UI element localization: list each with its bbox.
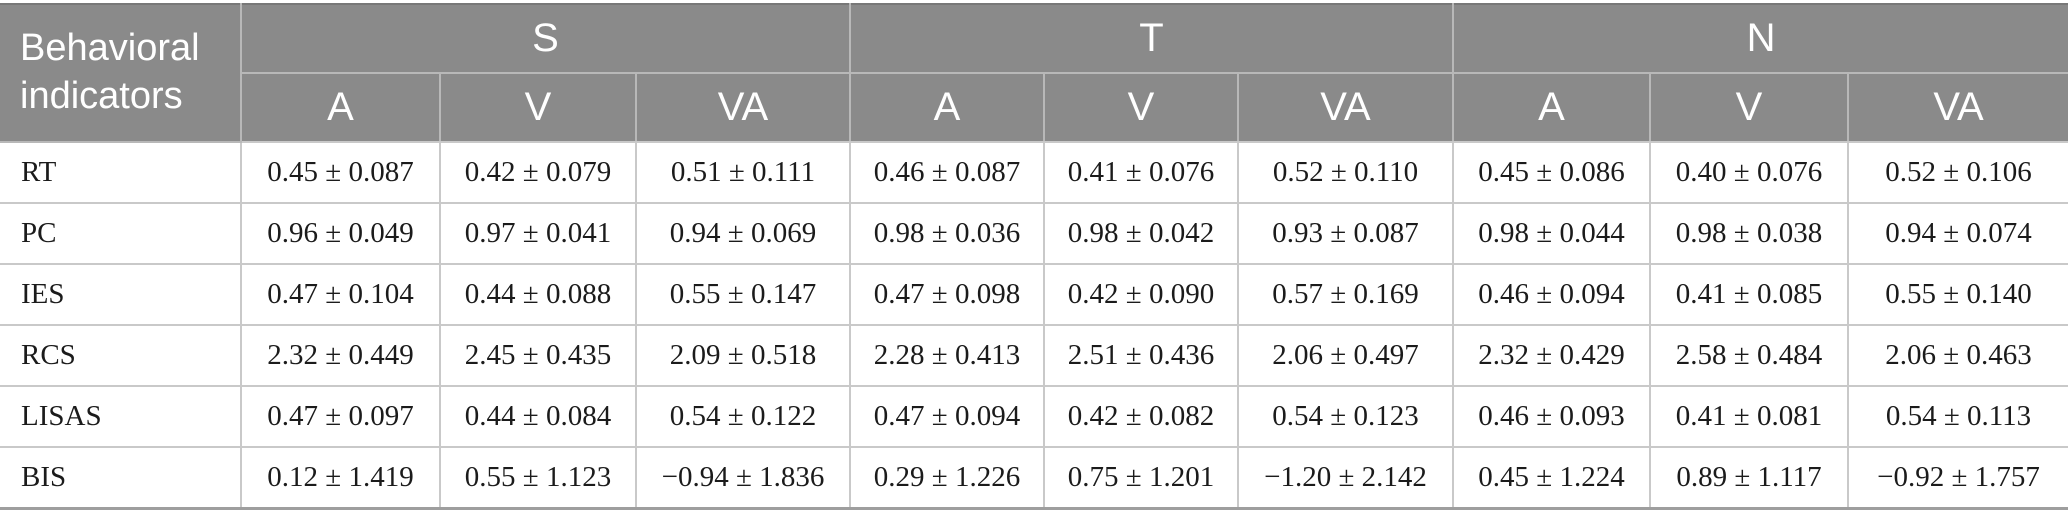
data-cell: 2.32 ± 0.429	[1452, 324, 1651, 387]
data-cell: 0.97 ± 0.041	[439, 202, 637, 265]
data-cell: 0.98 ± 0.036	[849, 202, 1045, 265]
row-label: PC	[0, 202, 242, 265]
table-row-bis: BIS 0.12 ± 1.419 0.55 ± 1.123 −0.94 ± 1.…	[0, 446, 2068, 510]
group-header-row: Behavioral indicators S T N	[0, 3, 2068, 143]
data-cell: 0.47 ± 0.104	[240, 263, 441, 326]
data-cell: 0.41 ± 0.076	[1043, 141, 1239, 204]
data-cell: 2.06 ± 0.463	[1846, 324, 2068, 387]
data-cell: 0.44 ± 0.088	[439, 263, 637, 326]
table-row-pc: PC 0.96 ± 0.049 0.97 ± 0.041 0.94 ± 0.06…	[0, 202, 2068, 265]
data-cell: −1.20 ± 2.142	[1237, 446, 1454, 510]
data-cell: 2.32 ± 0.449	[240, 324, 441, 387]
data-cell: 0.42 ± 0.090	[1043, 263, 1239, 326]
data-cell: 0.45 ± 0.087	[240, 141, 441, 204]
data-cell: 0.89 ± 1.117	[1649, 446, 1849, 510]
data-cell: 2.58 ± 0.484	[1649, 324, 1849, 387]
group-header-n: N	[1451, 3, 2068, 74]
sub-header-s-va: VA	[635, 72, 851, 143]
table-row-rcs: RCS 2.32 ± 0.449 2.45 ± 0.435 2.09 ± 0.5…	[0, 324, 2068, 387]
data-cell: 0.52 ± 0.110	[1237, 141, 1454, 204]
data-cell: 0.51 ± 0.111	[635, 141, 851, 204]
data-cell: 0.98 ± 0.038	[1649, 202, 1849, 265]
sub-header-t-v: V	[1043, 72, 1239, 143]
group-header-s: S	[240, 3, 851, 74]
row-label: IES	[0, 263, 242, 326]
data-cell: 0.57 ± 0.169	[1237, 263, 1454, 326]
data-cell: 2.51 ± 0.436	[1043, 324, 1239, 387]
data-cell: 0.42 ± 0.079	[439, 141, 637, 204]
sub-header-t-va: VA	[1237, 72, 1454, 143]
sub-header-t-a: A	[849, 72, 1045, 143]
data-cell: 0.55 ± 0.147	[635, 263, 851, 326]
data-cell: 2.06 ± 0.497	[1237, 324, 1454, 387]
table-row-rt: RT 0.45 ± 0.087 0.42 ± 0.079 0.51 ± 0.11…	[0, 141, 2068, 204]
data-cell: 0.54 ± 0.113	[1846, 385, 2068, 448]
data-cell: 0.12 ± 1.419	[240, 446, 441, 510]
sub-header-n-va: VA	[1846, 72, 2068, 143]
table-body: RT 0.45 ± 0.087 0.42 ± 0.079 0.51 ± 0.11…	[0, 141, 2068, 510]
data-cell: 0.44 ± 0.084	[439, 385, 637, 448]
data-cell: 0.29 ± 1.226	[849, 446, 1045, 510]
row-label: BIS	[0, 446, 242, 510]
data-cell: −0.92 ± 1.757	[1846, 446, 2068, 510]
data-cell: 0.54 ± 0.123	[1237, 385, 1454, 448]
table-row-ies: IES 0.47 ± 0.104 0.44 ± 0.088 0.55 ± 0.1…	[0, 263, 2068, 326]
data-cell: 0.94 ± 0.074	[1846, 202, 2068, 265]
table-container: Behavioral indicators S T N A V VA A V V…	[0, 3, 2068, 510]
row-label: LISAS	[0, 385, 242, 448]
data-cell: 0.75 ± 1.201	[1043, 446, 1239, 510]
data-cell: 0.45 ± 0.086	[1452, 141, 1651, 204]
sub-header-n-a: A	[1452, 72, 1651, 143]
data-cell: 0.55 ± 1.123	[439, 446, 637, 510]
sub-header-row: A V VA A V VA A V VA	[0, 72, 2068, 143]
table-header: Behavioral indicators S T N A V VA A V V…	[0, 3, 2068, 143]
data-cell: 0.98 ± 0.044	[1452, 202, 1651, 265]
corner-header-behavioral-indicators: Behavioral indicators	[0, 3, 242, 143]
data-cell: 0.46 ± 0.094	[1452, 263, 1651, 326]
data-cell: 0.93 ± 0.087	[1237, 202, 1454, 265]
data-cell: 2.09 ± 0.518	[635, 324, 851, 387]
data-cell: 0.47 ± 0.097	[240, 385, 441, 448]
data-cell: 0.96 ± 0.049	[240, 202, 441, 265]
sub-header-n-v: V	[1649, 72, 1849, 143]
data-cell: 0.54 ± 0.122	[635, 385, 851, 448]
data-cell: 0.98 ± 0.042	[1043, 202, 1239, 265]
data-cell: 0.46 ± 0.087	[849, 141, 1045, 204]
data-cell: 0.47 ± 0.094	[849, 385, 1045, 448]
data-cell: 2.28 ± 0.413	[849, 324, 1045, 387]
data-cell: 0.52 ± 0.106	[1846, 141, 2068, 204]
data-cell: 0.41 ± 0.085	[1649, 263, 1849, 326]
data-cell: 0.94 ± 0.069	[635, 202, 851, 265]
data-cell: 2.45 ± 0.435	[439, 324, 637, 387]
group-header-t: T	[849, 3, 1454, 74]
sub-header-s-a: A	[240, 72, 441, 143]
data-cell: 0.45 ± 1.224	[1452, 446, 1651, 510]
data-cell: 0.41 ± 0.081	[1649, 385, 1849, 448]
data-cell: 0.42 ± 0.082	[1043, 385, 1239, 448]
table-row-lisas: LISAS 0.47 ± 0.097 0.44 ± 0.084 0.54 ± 0…	[0, 385, 2068, 448]
sub-header-s-v: V	[439, 72, 637, 143]
row-label: RT	[0, 141, 242, 204]
data-cell: 0.47 ± 0.098	[849, 263, 1045, 326]
row-label: RCS	[0, 324, 242, 387]
data-cell: −0.94 ± 1.836	[635, 446, 851, 510]
data-cell: 0.46 ± 0.093	[1452, 385, 1651, 448]
data-cell: 0.55 ± 0.140	[1846, 263, 2068, 326]
behavioral-indicators-table: Behavioral indicators S T N A V VA A V V…	[0, 3, 2068, 510]
data-cell: 0.40 ± 0.076	[1649, 141, 1849, 204]
